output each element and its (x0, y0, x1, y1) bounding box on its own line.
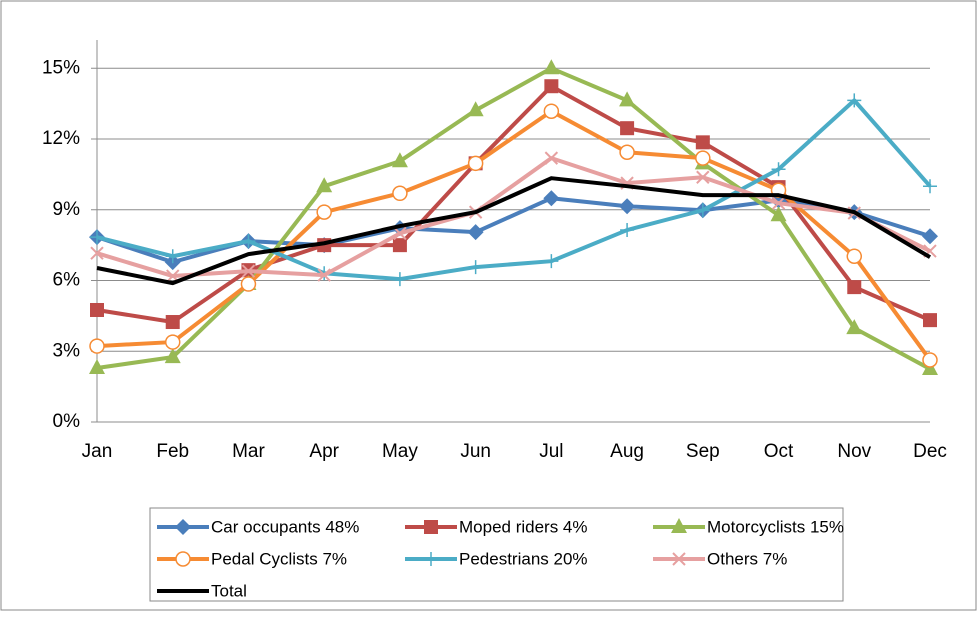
marker (240, 276, 257, 292)
marker (467, 101, 484, 117)
legend-item: Moped riders 4% (405, 517, 588, 536)
marker (846, 248, 863, 264)
marker (923, 313, 937, 328)
series-line (96, 156, 931, 279)
marker (544, 151, 559, 165)
series-line (96, 98, 932, 282)
marker (620, 121, 635, 136)
legend-label: Motorcyclists 15% (707, 517, 844, 536)
marker (90, 246, 104, 260)
marker (620, 223, 635, 238)
y-tick-label: 9% (53, 199, 81, 220)
marker (695, 150, 711, 166)
y-tick-label: 0% (53, 411, 81, 432)
marker (392, 272, 407, 287)
marker (544, 79, 559, 94)
marker (392, 238, 407, 253)
legend-label: Moped riders 4% (459, 517, 588, 536)
legend-item: Pedal Cyclists 7% (157, 549, 347, 568)
x-tick-label: Jul (539, 441, 563, 462)
marker (89, 338, 105, 354)
legend-marker (424, 552, 438, 566)
legend-item: Others 7% (653, 549, 787, 568)
x-tick-label: Apr (309, 441, 339, 462)
legend-marker (424, 520, 438, 534)
series-line (96, 176, 932, 286)
x-tick-label: Dec (913, 441, 947, 462)
marker (165, 315, 180, 330)
marker (164, 348, 181, 364)
marker (316, 177, 333, 193)
marker (393, 226, 407, 241)
marker (392, 185, 408, 202)
marker (771, 162, 786, 177)
legend-marker (175, 519, 191, 535)
marker (846, 319, 863, 335)
legend-item: Car occupants 48% (157, 517, 359, 536)
marker (241, 234, 256, 249)
marker (544, 254, 559, 269)
marker (922, 228, 938, 245)
marker (847, 93, 862, 108)
marker (771, 196, 786, 210)
marker (923, 179, 937, 194)
marker (90, 302, 104, 317)
y-tick-label: 12% (42, 128, 80, 149)
legend-frame (149, 507, 844, 602)
legend-label: Others 7% (707, 549, 787, 568)
legend-item: Total (157, 581, 247, 600)
legend-marker (672, 552, 686, 566)
legend-marker (671, 518, 687, 533)
y-tick-label: 3% (53, 340, 81, 361)
marker (770, 206, 787, 222)
legend-item: Pedestrians 20% (405, 549, 588, 568)
x-tick-label: Oct (764, 441, 794, 462)
marker (165, 249, 180, 264)
marker (847, 280, 862, 295)
marker (90, 230, 104, 245)
x-tick-label: May (382, 441, 418, 462)
marker (619, 91, 636, 107)
legend-label: Car occupants 48% (211, 517, 359, 536)
series-line (96, 109, 932, 362)
x-tick-label: Jan (82, 441, 113, 462)
marker (619, 198, 636, 215)
x-tick-label: Mar (232, 441, 265, 462)
marker (241, 264, 256, 278)
y-tick-label: 15% (42, 57, 80, 78)
marker (695, 203, 710, 218)
marker (391, 152, 408, 168)
marker (695, 135, 710, 150)
marker (468, 260, 483, 275)
marker (543, 59, 560, 75)
x-tick-label: Sep (686, 441, 720, 462)
x-tick-label: Jun (460, 441, 491, 462)
marker (467, 155, 484, 172)
marker (467, 224, 484, 241)
x-tick-label: Nov (837, 441, 871, 462)
x-tick-label: Feb (156, 441, 189, 462)
marker (164, 334, 181, 350)
marker (543, 103, 560, 119)
marker (89, 359, 105, 375)
marker (317, 268, 331, 282)
marker (696, 170, 710, 184)
marker (922, 352, 938, 368)
legend-label: Pedestrians 20% (459, 549, 588, 568)
legend-label: Pedal Cyclists 7% (211, 549, 347, 568)
marker (619, 144, 635, 160)
marker (316, 204, 332, 220)
legend-label: Total (211, 581, 247, 600)
y-tick-label: 6% (53, 270, 81, 291)
x-tick-label: Aug (610, 441, 644, 462)
legend-item: Motorcyclists 15% (653, 517, 844, 536)
legend-marker (175, 551, 191, 567)
marker (543, 190, 560, 207)
